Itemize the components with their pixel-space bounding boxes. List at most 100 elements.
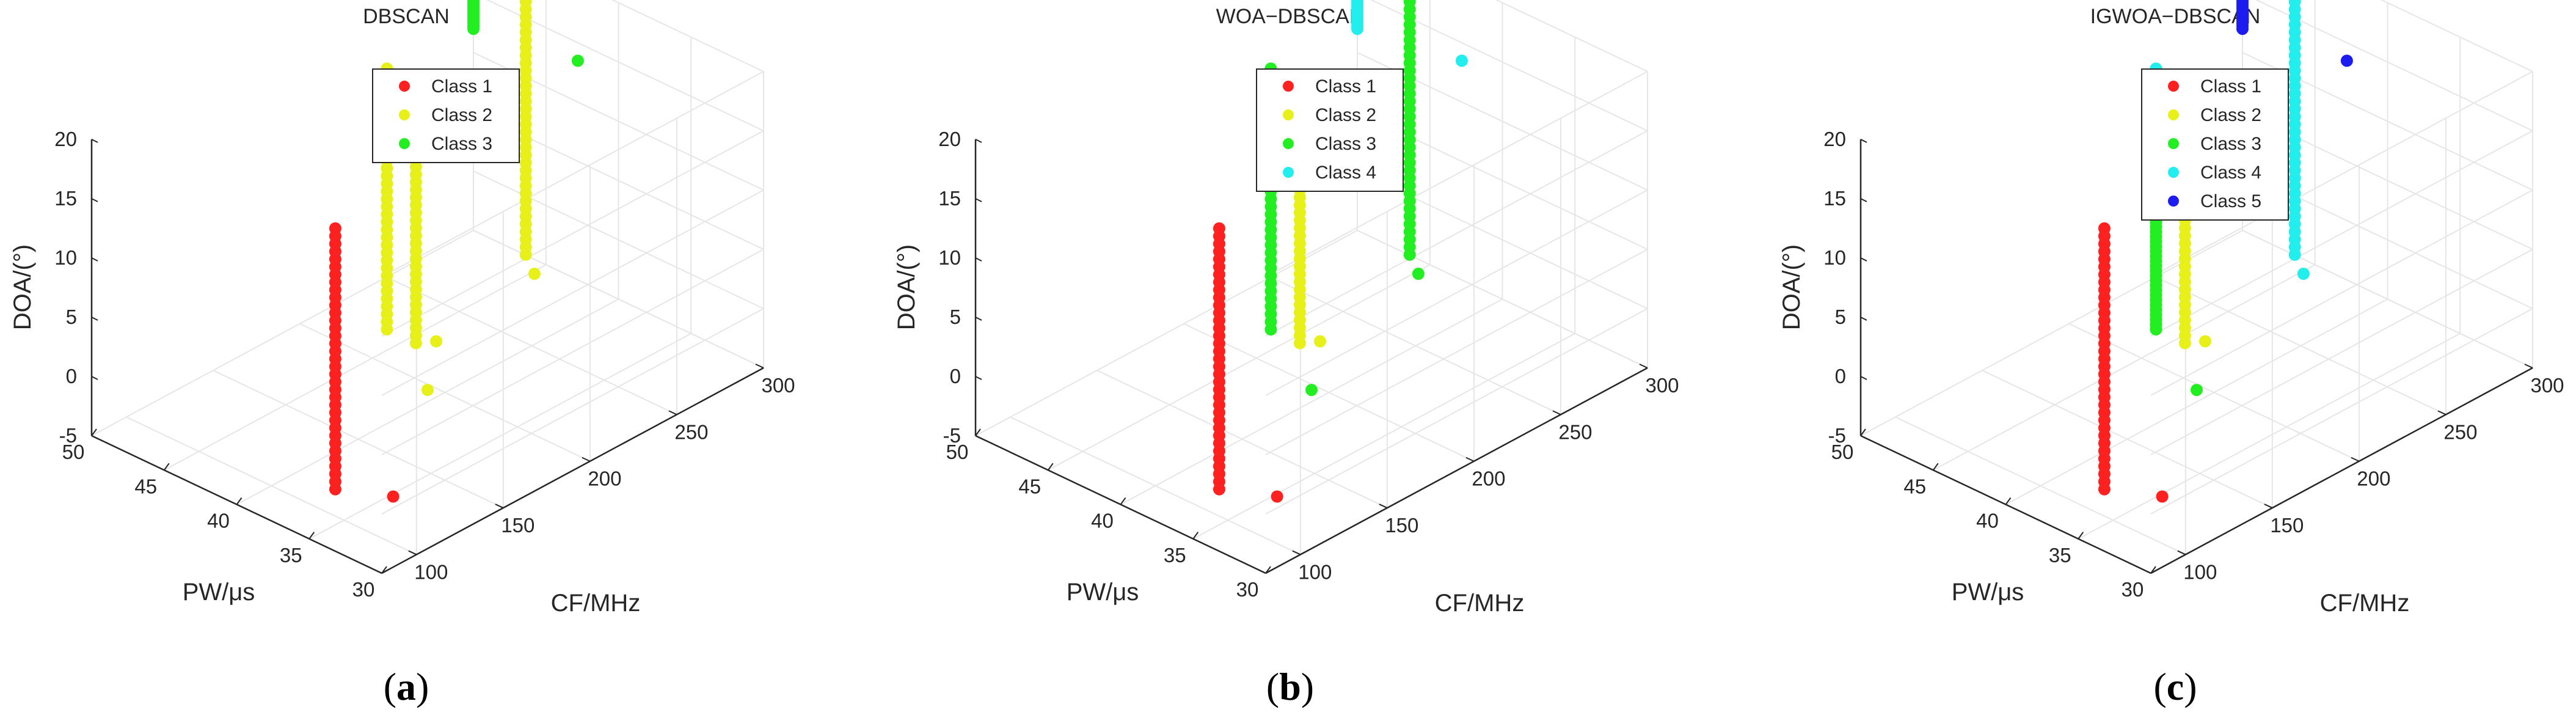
panel-label: b [1279, 665, 1301, 708]
grid-line [1265, 130, 1648, 337]
y-tick-label: 150 [1385, 514, 1418, 537]
series-3 [1264, 0, 1425, 397]
x-tick-label: 45 [1903, 475, 1926, 497]
outlier-point [2297, 268, 2310, 280]
data-point [1403, 0, 1416, 8]
legend: Class 1 Class 2 Class 3 Class 4 [1256, 68, 1404, 192]
grid-line [1265, 71, 1648, 277]
panel-c: -5 0 5 10 15 20 50 45 40 35 30 100 150 200 250 300 DOA/(… [1778, 0, 2564, 708]
chart-title: WOA−DBSCAN [1216, 5, 1365, 28]
outlier-point [1271, 490, 1283, 503]
series-1 [329, 222, 400, 503]
y-tick [2351, 457, 2360, 462]
grid-line [381, 71, 764, 277]
data-point [1351, 0, 1363, 4]
x-tick [975, 428, 981, 436]
legend-marker [1283, 109, 1294, 120]
y-tick-label: 100 [1298, 560, 1332, 583]
y-axis-label: CF/MHz [2320, 590, 2410, 617]
chart-title: IGWOA−DBSCAN [2090, 5, 2261, 28]
grid-line [2005, 298, 2388, 505]
y-tick-label: 250 [2443, 420, 2477, 443]
legend-label: Class 3 [1315, 134, 1376, 154]
z-tick-label: 10 [1823, 246, 1846, 269]
legend-label: Class 1 [431, 76, 492, 97]
y-tick [2264, 504, 2273, 508]
grid-line [308, 332, 691, 540]
y-tick-label: 300 [2530, 374, 2564, 397]
legend-label: Class 2 [1315, 105, 1376, 125]
x-tick [1192, 532, 1199, 540]
y-tick-label: 150 [2270, 514, 2304, 537]
x-tick-label: 40 [207, 510, 230, 532]
x-tick [163, 463, 170, 471]
z-tick [91, 376, 98, 380]
z-tick-label: 5 [66, 306, 77, 328]
legend-box [1256, 68, 1404, 192]
z-tick-label: 10 [938, 246, 961, 269]
legend-label: Class 3 [2200, 134, 2261, 154]
outlier-point [2191, 384, 2203, 397]
z-axis-label: DOA/(°) [893, 244, 920, 330]
ticks: -5 0 5 10 15 20 50 45 40 35 30 100 150 200 250 300 [54, 128, 795, 601]
y-tick [2437, 410, 2446, 416]
data-point [1353, 0, 1362, 2]
grid-line [381, 130, 764, 337]
z-tick-label: 10 [54, 246, 77, 269]
grid-line [381, 189, 764, 396]
y-tick [1552, 410, 1561, 416]
grid-line [386, 276, 677, 416]
y-tick [1379, 504, 1388, 508]
y-tick-label: 300 [1645, 374, 1679, 397]
grid-line [2150, 308, 2533, 515]
y-tick [495, 504, 504, 508]
data-point [519, 0, 532, 8]
x-tick [2078, 532, 2084, 540]
panel-caption: (a) [384, 665, 429, 708]
data-point [2098, 222, 2111, 235]
x-tick [381, 566, 387, 574]
outlier-point [1455, 54, 1468, 67]
grid-line [91, 230, 474, 436]
y-axis-line [381, 367, 764, 574]
legend-marker [2168, 138, 2179, 149]
series-5 [2236, 0, 2353, 67]
legend-marker [399, 81, 410, 92]
y-tick [582, 457, 591, 462]
grid-line [2150, 189, 2533, 396]
grid-line [2150, 130, 2533, 337]
outlier-point [387, 490, 400, 503]
z-tick-label: -5 [943, 424, 961, 447]
z-tick [975, 139, 982, 143]
legend-label: Class 4 [2200, 163, 2261, 183]
x-tick [1932, 463, 1939, 471]
y-tick-label: 250 [674, 420, 708, 443]
outlier-point [1305, 384, 1318, 397]
x-axis-label: PW/μs [183, 579, 255, 606]
grid-line [1265, 249, 1648, 455]
legend: Class 1 Class 2 Class 3 [372, 68, 520, 163]
z-tick [975, 435, 982, 439]
x-tick [1120, 497, 1126, 505]
x-tick [1047, 463, 1054, 471]
z-tick-label: 20 [938, 128, 961, 150]
legend-marker [2168, 196, 2179, 207]
x-tick [1265, 566, 1271, 574]
legend-marker [1283, 138, 1294, 149]
x-tick-label: 30 [2122, 578, 2144, 601]
grid-line [2380, 0, 2533, 72]
legend-marker [399, 138, 410, 149]
y-tick [1292, 550, 1301, 556]
z-tick [91, 198, 98, 202]
outlier-point [571, 54, 584, 67]
grid-line [126, 416, 417, 556]
outlier-point [2340, 54, 2353, 67]
z-tick [1860, 435, 1867, 439]
x-axis-label: PW/μs [1067, 579, 1139, 606]
legend-label: Class 5 [2200, 191, 2261, 211]
y-tick-label: 100 [414, 560, 448, 583]
y-tick [1465, 457, 1475, 462]
x-axis-label: PW/μs [1952, 579, 2024, 606]
data-point [2236, 0, 2249, 4]
z-tick-label: 5 [950, 306, 961, 328]
